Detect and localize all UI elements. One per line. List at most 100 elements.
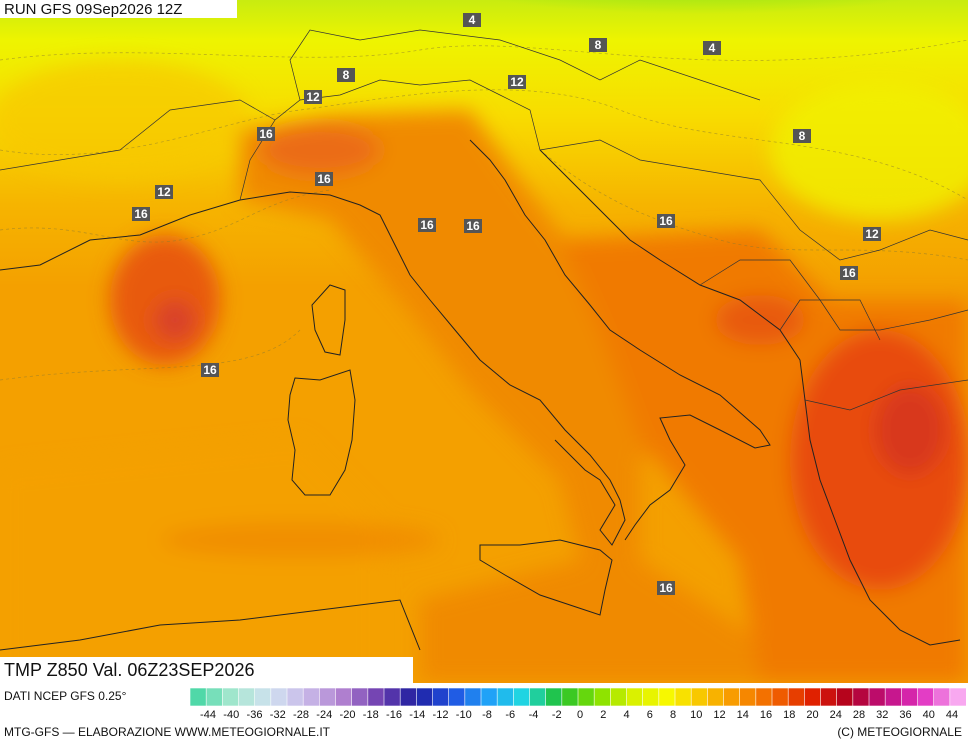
contour-label-text: 16 [842,266,856,280]
colorbar-cell [399,687,417,707]
colorbar-cell [383,687,401,707]
colorbar-cell [658,687,676,707]
colorbar-tick-label: 20 [806,709,818,721]
contour-label-box [464,219,482,233]
colorbar-tick-label: -32 [270,709,286,721]
colorbar-tick-label: -28 [293,709,309,721]
colorbar-tick-label: -36 [247,709,263,721]
contour-label-box [418,218,436,232]
contour-label-box [589,38,607,52]
contour-label: 16 [418,218,436,232]
contour-label-text: 4 [469,13,476,27]
colorbar-cell [723,687,741,707]
colorbar-cell [286,687,304,707]
colorbar-cell [836,687,854,707]
colorbar-tick-label: -16 [386,709,402,721]
copyright-label: (C) METEOGIORNALE [837,725,962,739]
contour-label-text: 12 [157,185,171,199]
contour-label-text: 16 [259,127,273,141]
contour-label-text: 16 [420,218,434,232]
field-label: TMP Z850 Val. 06Z23SEP2026 [4,660,254,680]
contour-label-box [863,227,881,241]
colorbar-cell [513,687,531,707]
contour-label-box [657,214,675,228]
colorbar-cell [302,687,320,707]
colorbar-cell [917,687,935,707]
colorbar-cell [884,687,902,707]
contour-label: 16 [840,266,858,280]
contour-label: 16 [657,214,675,228]
colorbar-cell [820,687,838,707]
contour-label-text: 12 [865,227,879,241]
colorbar-tick-label: 8 [670,709,676,721]
contour-label: 12 [304,90,322,104]
contour-label-box [257,127,275,141]
contour-label-box [840,266,858,280]
colorbar-cell [222,687,240,707]
colorbar-cell [545,687,563,707]
header-box [0,0,237,18]
contour-label-box [315,172,333,186]
contour-label: 12 [863,227,881,241]
colorbar-cell [868,687,886,707]
contour-label-box [155,185,173,199]
contour-label: 8 [793,129,811,143]
colorbar-cell [787,687,805,707]
colorbar-cell [367,687,385,707]
colorbar-cell [205,687,223,707]
contour-label: 16 [464,219,482,233]
colorbar-cell [593,687,611,707]
contour-label: 16 [201,363,219,377]
colorbar-cell [610,687,628,707]
contour-label-text: 16 [203,363,217,377]
borders [0,29,968,411]
temperature-field [0,0,968,683]
colorbar-cell [189,687,207,707]
colorbar-tick-label: 28 [853,709,865,721]
colorbar-cell [707,687,725,707]
contour-label-text: 8 [799,129,806,143]
contour-label-text: 16 [134,207,148,221]
contour-label: 8 [337,68,355,82]
contour-label-box [132,207,150,221]
colorbar-tick-label: -6 [505,709,515,721]
colorbar: -44 -40 -36 -32 -28 -24 -20 -18 -16 -14 -12 -10 -8 -6… [189,687,967,721]
contour-label: 16 [132,207,150,221]
contour-label-text: 4 [709,41,716,55]
field-box [0,657,413,683]
colorbar-cell [755,687,773,707]
source-label: DATI NCEP GFS 0.25° [4,689,127,703]
colorbar-cell [319,687,337,707]
contour-label-text: 12 [510,75,524,89]
contour-label: 12 [508,75,526,89]
colorbar-tick-label: -24 [316,709,332,721]
run-label: RUN GFS 09Sep2026 12Z [4,1,182,18]
colorbar-tick-label: 4 [623,709,629,721]
colorbar-tick-label: 18 [783,709,795,721]
isotherms [0,39,968,381]
colorbar-tick-label: -14 [409,709,425,721]
contour-label: 8 [589,38,607,52]
contour-label-box [508,75,526,89]
contour-label-text: 16 [659,214,673,228]
colorbar-cell [448,687,466,707]
contour-label: 4 [463,13,481,27]
colorbar-cell [739,687,757,707]
contour-label-text: 8 [343,68,350,82]
colorbar-cell [804,687,822,707]
contour-label: 12 [155,185,173,199]
colorbar-cell [852,687,870,707]
colorbar-tick-label: -44 [200,709,216,721]
colorbar-tick-label: 32 [876,709,888,721]
colorbar-tick-label: 36 [899,709,911,721]
contour-label: 16 [257,127,275,141]
contour-label-text: 16 [466,219,480,233]
colorbar-tick-label: 40 [923,709,935,721]
contour-label-box [463,13,481,27]
contour-label-box [337,68,355,82]
colorbar-tick-label: -10 [456,709,472,721]
colorbar-cell [480,687,498,707]
colorbar-tick-label: -2 [552,709,562,721]
